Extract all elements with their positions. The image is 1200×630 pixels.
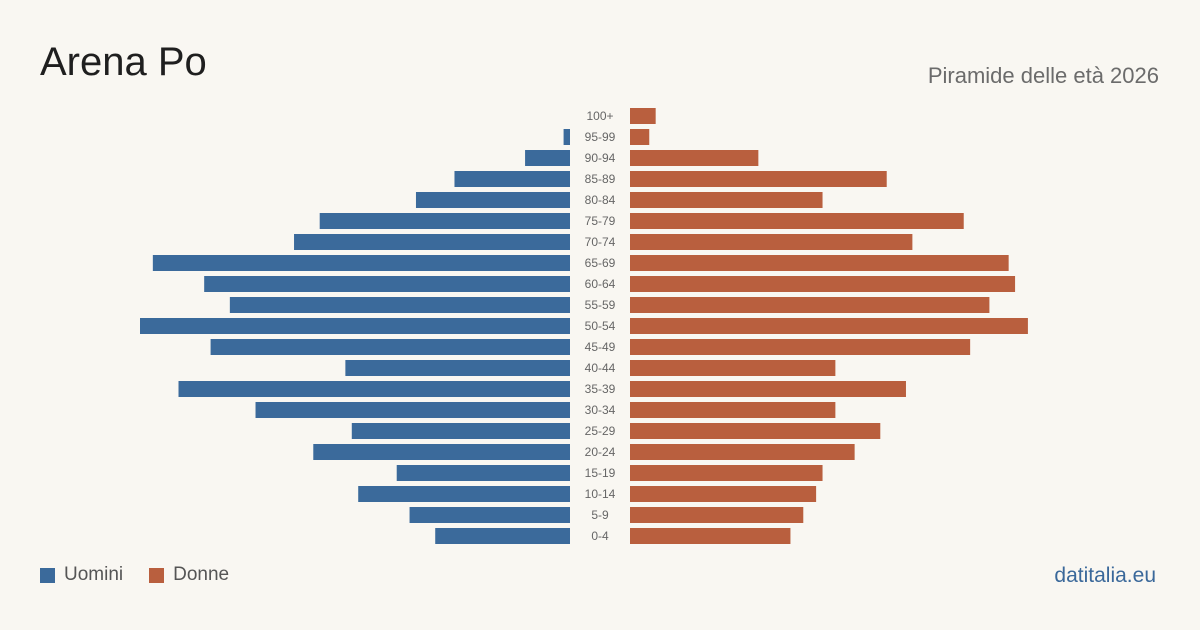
bar-women-0-4 xyxy=(630,528,791,544)
age-label-20-24: 20-24 xyxy=(585,445,616,459)
age-label-40-44: 40-44 xyxy=(585,361,616,375)
bar-men-5-9 xyxy=(409,507,570,523)
age-label-85-89: 85-89 xyxy=(585,172,616,186)
legend-label-women: Donne xyxy=(173,564,230,585)
bar-men-90-94 xyxy=(525,150,570,166)
bar-men-20-24 xyxy=(313,444,570,460)
bar-men-0-4 xyxy=(435,528,570,544)
age-label-55-59: 55-59 xyxy=(585,298,616,312)
age-label-50-54: 50-54 xyxy=(585,319,616,333)
age-label-25-29: 25-29 xyxy=(585,424,616,438)
bar-men-75-79 xyxy=(319,213,570,229)
bar-women-95-99 xyxy=(630,129,650,145)
bar-women-70-74 xyxy=(630,234,913,250)
bar-women-35-39 xyxy=(630,381,906,397)
bar-men-60-64 xyxy=(204,276,570,292)
bar-men-25-29 xyxy=(351,423,570,439)
legend-swatch-women xyxy=(149,567,165,583)
bar-men-10-14 xyxy=(358,486,570,502)
bar-women-15-19 xyxy=(630,465,823,481)
age-label-35-39: 35-39 xyxy=(585,382,616,396)
bar-men-45-49 xyxy=(210,339,570,355)
bar-women-10-14 xyxy=(630,486,817,502)
age-label-100+: 100+ xyxy=(586,109,613,123)
bar-women-20-24 xyxy=(630,444,855,460)
bar-men-35-39 xyxy=(178,381,571,397)
age-label-90-94: 90-94 xyxy=(585,151,616,165)
age-label-70-74: 70-74 xyxy=(585,235,616,249)
bar-men-80-84 xyxy=(415,192,570,208)
legend: Uomini Donne xyxy=(40,564,255,586)
bar-women-45-49 xyxy=(630,339,971,355)
legend-item-women: Donne xyxy=(149,564,229,586)
bar-men-55-59 xyxy=(229,297,570,313)
bar-men-65-69 xyxy=(152,255,570,271)
bar-men-50-54 xyxy=(140,318,570,334)
age-label-60-64: 60-64 xyxy=(585,277,616,291)
legend-item-men: Uomini xyxy=(40,564,123,586)
bar-women-80-84 xyxy=(630,192,823,208)
age-label-5-9: 5-9 xyxy=(591,508,609,522)
legend-swatch-men xyxy=(40,567,55,583)
age-label-0-4: 0-4 xyxy=(591,529,609,543)
bar-men-30-34 xyxy=(255,402,570,418)
bar-women-65-69 xyxy=(630,255,1009,271)
age-label-65-69: 65-69 xyxy=(585,256,616,270)
bar-women-90-94 xyxy=(630,150,759,166)
bar-women-60-64 xyxy=(630,276,1016,292)
bar-men-85-89 xyxy=(454,171,570,187)
bar-women-5-9 xyxy=(630,507,804,523)
age-label-10-14: 10-14 xyxy=(585,487,616,501)
bar-men-70-74 xyxy=(294,234,570,250)
age-label-95-99: 95-99 xyxy=(585,130,616,144)
bar-women-100+ xyxy=(630,108,656,124)
chart-subtitle: Piramide delle età 2026 xyxy=(927,63,1159,88)
age-label-15-19: 15-19 xyxy=(585,466,616,480)
bar-men-40-44 xyxy=(345,360,570,376)
bar-women-30-34 xyxy=(630,402,836,418)
bar-women-85-89 xyxy=(630,171,887,187)
age-label-30-34: 30-34 xyxy=(585,403,616,417)
brand-link[interactable]: datitalia.eu xyxy=(1054,564,1156,587)
legend-label-men: Uomini xyxy=(64,564,124,585)
age-label-45-49: 45-49 xyxy=(585,340,616,354)
bar-women-40-44 xyxy=(630,360,836,376)
bar-women-55-59 xyxy=(630,297,990,313)
bar-women-50-54 xyxy=(630,318,1028,334)
bar-women-75-79 xyxy=(630,213,964,229)
age-label-75-79: 75-79 xyxy=(585,214,616,228)
bar-women-25-29 xyxy=(630,423,881,439)
bar-men-95-99 xyxy=(563,129,570,145)
bar-men-15-19 xyxy=(396,465,570,481)
age-label-80-84: 80-84 xyxy=(585,193,616,207)
chart-title: Arena Po xyxy=(40,40,207,84)
